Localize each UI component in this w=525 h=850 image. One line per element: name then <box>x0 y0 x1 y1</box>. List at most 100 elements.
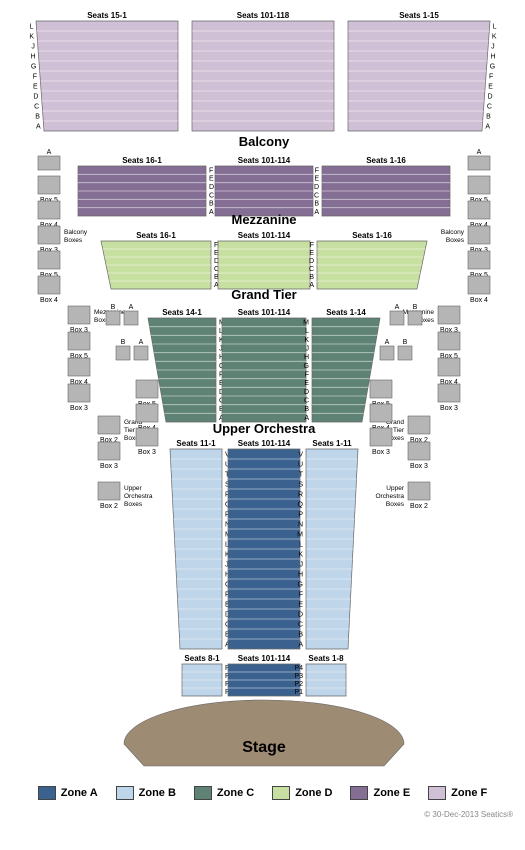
box-seat[interactable] <box>438 332 460 350</box>
legend-swatch <box>194 786 212 800</box>
svg-text:Balcony: Balcony <box>441 229 465 236</box>
box-seat[interactable] <box>38 156 60 170</box>
svg-text:Box 3: Box 3 <box>70 405 88 412</box>
svg-text:D: D <box>314 184 319 191</box>
svg-text:Box 2: Box 2 <box>410 503 428 510</box>
box-seat[interactable] <box>98 416 120 434</box>
svg-text:M: M <box>297 532 303 539</box>
svg-text:J: J <box>31 44 35 51</box>
svg-text:Box 2: Box 2 <box>100 503 118 510</box>
svg-text:Seats 101-114: Seats 101-114 <box>238 231 291 240</box>
svg-text:P: P <box>298 512 303 519</box>
legend-item: Zone E <box>350 786 410 800</box>
svg-text:Boxes: Boxes <box>446 237 465 244</box>
stage <box>124 700 404 766</box>
seating-block[interactable] <box>36 21 178 131</box>
svg-text:D: D <box>309 258 314 265</box>
svg-text:Seats 101-114: Seats 101-114 <box>238 156 291 165</box>
svg-text:Seats 1-14: Seats 1-14 <box>326 308 366 317</box>
box-seat[interactable] <box>98 442 120 460</box>
box-seat[interactable] <box>408 311 422 325</box>
svg-text:A: A <box>477 149 482 156</box>
svg-text:B: B <box>111 304 116 311</box>
svg-text:C: C <box>298 622 303 629</box>
box-seat[interactable] <box>136 404 158 422</box>
box-seat[interactable] <box>38 201 60 219</box>
box-seat[interactable] <box>136 380 158 398</box>
legend-item: Zone C <box>194 786 254 800</box>
svg-text:F: F <box>299 592 303 599</box>
seating-block[interactable] <box>192 21 334 131</box>
box-seat[interactable] <box>68 384 90 402</box>
box-seat[interactable] <box>398 346 412 360</box>
svg-text:F: F <box>315 167 319 174</box>
seating-block[interactable] <box>348 21 490 131</box>
box-seat[interactable] <box>68 358 90 376</box>
box-seat[interactable] <box>370 380 392 398</box>
box-seat[interactable] <box>370 428 392 446</box>
box-seat[interactable] <box>124 311 138 325</box>
box-seat[interactable] <box>136 428 158 446</box>
box-seat[interactable] <box>468 276 490 294</box>
box-seat[interactable] <box>380 346 394 360</box>
box-seat[interactable] <box>468 156 490 170</box>
svg-text:R: R <box>298 492 303 499</box>
legend-swatch <box>350 786 368 800</box>
box-seat[interactable] <box>468 201 490 219</box>
legend-label: Zone A <box>61 787 98 799</box>
svg-text:L: L <box>29 24 33 31</box>
svg-text:Box 3: Box 3 <box>372 449 390 456</box>
box-seat[interactable] <box>438 306 460 324</box>
box-seat[interactable] <box>38 226 60 244</box>
legend-label: Zone B <box>139 787 176 799</box>
svg-text:B: B <box>298 632 303 639</box>
box-seat[interactable] <box>68 306 90 324</box>
svg-text:U: U <box>298 462 303 469</box>
legend-label: Zone C <box>217 787 254 799</box>
box-seat[interactable] <box>438 358 460 376</box>
svg-text:Seats 11-1: Seats 11-1 <box>176 439 216 448</box>
svg-text:A: A <box>309 282 314 289</box>
svg-text:Seats 1-15: Seats 1-15 <box>399 11 439 20</box>
svg-text:Seats 1-11: Seats 1-11 <box>312 439 352 448</box>
legend-item: Zone A <box>38 786 98 800</box>
box-seat[interactable] <box>468 251 490 269</box>
svg-text:M: M <box>303 320 309 327</box>
svg-text:D: D <box>209 184 214 191</box>
svg-text:Boxes: Boxes <box>386 501 405 508</box>
box-seat[interactable] <box>408 416 430 434</box>
box-seat[interactable] <box>408 482 430 500</box>
svg-text:E: E <box>488 84 493 91</box>
box-seat[interactable] <box>370 404 392 422</box>
svg-text:F: F <box>489 74 493 81</box>
box-seat[interactable] <box>116 346 130 360</box>
svg-text:D: D <box>298 612 303 619</box>
box-seat[interactable] <box>38 276 60 294</box>
box-seat[interactable] <box>468 226 490 244</box>
svg-text:C: C <box>34 104 39 111</box>
box-seat[interactable] <box>98 482 120 500</box>
svg-text:B: B <box>314 201 319 208</box>
box-seat[interactable] <box>68 332 90 350</box>
svg-text:Box 4: Box 4 <box>40 297 58 304</box>
svg-text:Seats 1-16: Seats 1-16 <box>366 156 406 165</box>
box-seat[interactable] <box>38 176 60 194</box>
box-seat[interactable] <box>134 346 148 360</box>
svg-text:Boxes: Boxes <box>64 237 83 244</box>
svg-text:Balcony: Balcony <box>64 229 88 236</box>
svg-text:A: A <box>209 209 214 216</box>
box-seat[interactable] <box>390 311 404 325</box>
svg-text:B: B <box>309 274 314 281</box>
box-seat[interactable] <box>438 384 460 402</box>
svg-text:G: G <box>31 64 36 71</box>
svg-text:Tier: Tier <box>124 427 136 434</box>
box-seat[interactable] <box>408 442 430 460</box>
box-seat[interactable] <box>106 311 120 325</box>
svg-text:Seats 101-114: Seats 101-114 <box>238 439 291 448</box>
svg-text:Upper: Upper <box>124 485 143 492</box>
svg-text:A: A <box>47 149 52 156</box>
box-seat[interactable] <box>468 176 490 194</box>
svg-text:Q: Q <box>298 502 304 509</box>
svg-text:E: E <box>33 84 38 91</box>
box-seat[interactable] <box>38 251 60 269</box>
